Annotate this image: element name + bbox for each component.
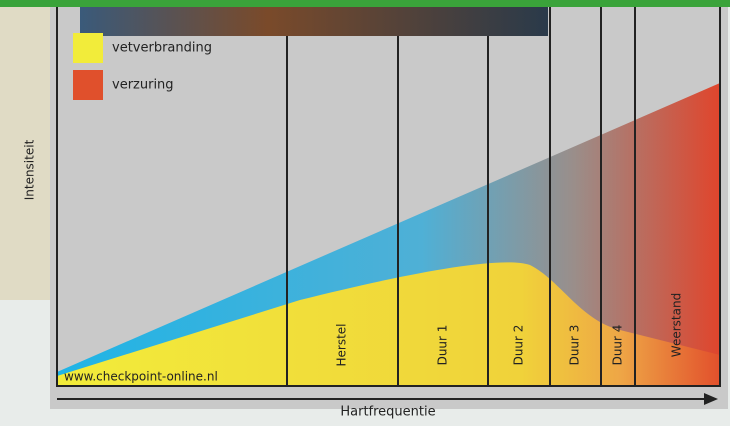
top-bar — [0, 0, 730, 7]
zone-labels: Herstel Duur 1 Duur 2 Duur 3 Duur 4 Weerstand — [335, 293, 684, 367]
legend-swatch — [73, 70, 103, 100]
zone-label: Weerstand — [670, 293, 684, 357]
zone-lines — [56, 7, 721, 387]
y-axis-label: Intensiteit — [23, 139, 37, 200]
source: www.checkpoint-online.nl — [64, 370, 218, 384]
x-axis-label: Hartfrequentie — [340, 405, 435, 420]
zone-label: Duur 3 — [568, 325, 582, 366]
legend-swatch — [73, 33, 103, 63]
photo — [80, 7, 548, 36]
zone-label: Herstel — [335, 323, 349, 366]
legend-label: verzuring — [112, 78, 174, 93]
zone-label: Duur 1 — [436, 325, 450, 366]
zone-label: Duur 2 — [512, 325, 526, 366]
arrow-head — [704, 393, 718, 405]
zone-label: Duur 4 — [611, 325, 625, 366]
fat-burning-area — [57, 262, 720, 385]
legend-label: vetverbranding — [112, 41, 212, 56]
